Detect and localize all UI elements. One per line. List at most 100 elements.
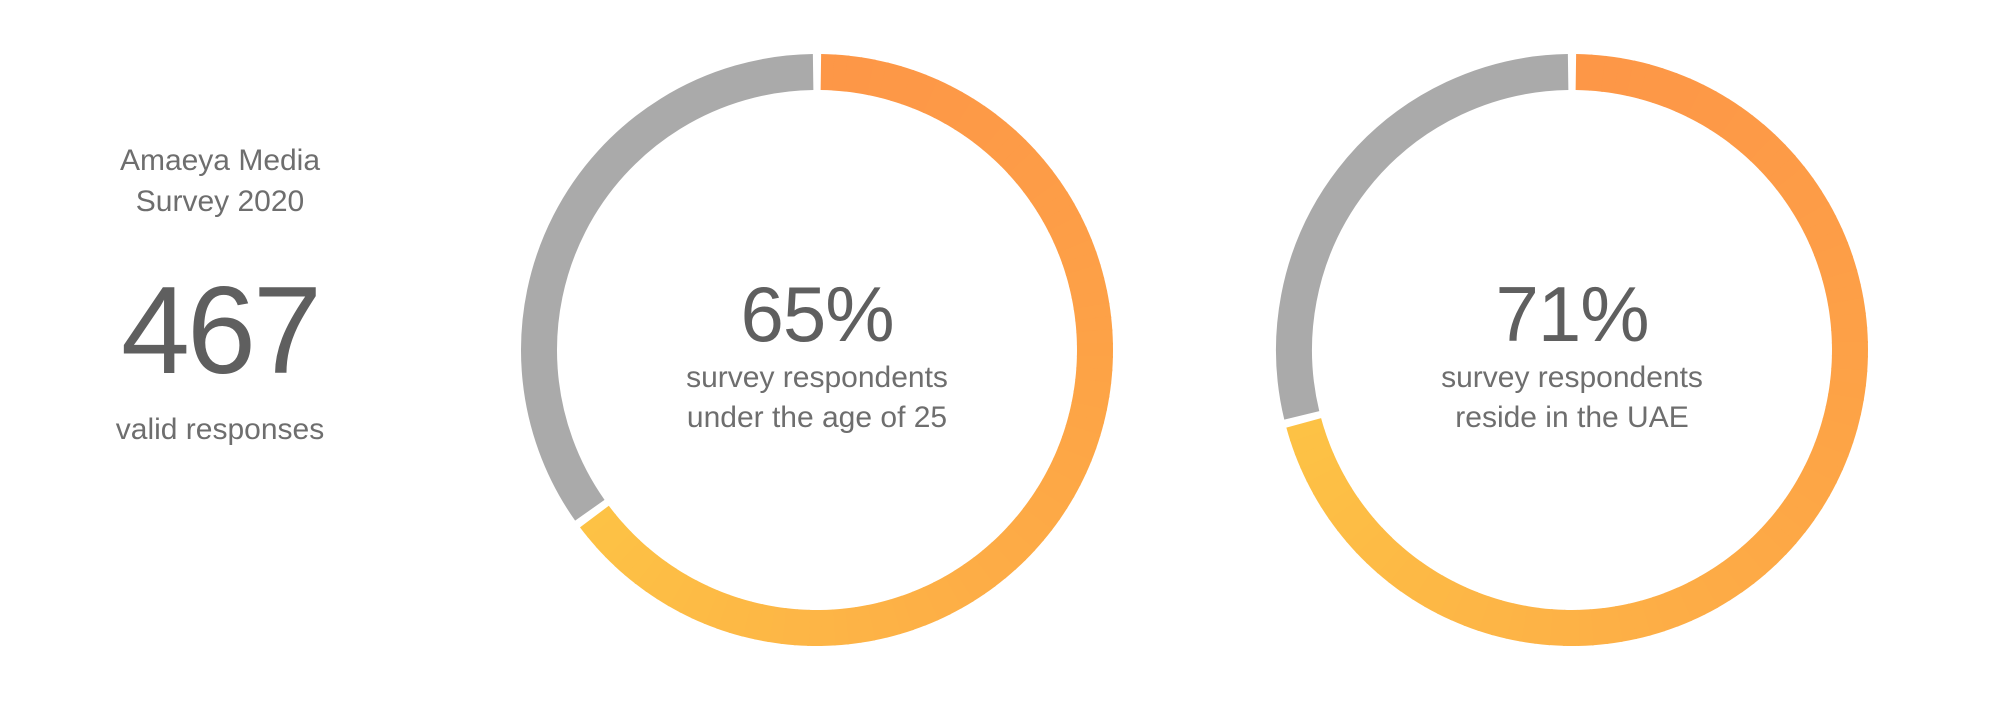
donut-slice-0-segment — [587, 513, 624, 548]
donut-slice-0-segment — [1015, 507, 1053, 542]
donut-slice-0-segment — [1731, 546, 1766, 585]
donut-slice-0-segment — [820, 54, 837, 91]
donut-slice-0-segment — [1047, 457, 1087, 486]
residence-donut-center: 71% survey respondents reside in the UAE — [1372, 272, 1772, 438]
donut-slice-0-segment — [1822, 269, 1861, 294]
donut-slice-0-segment — [831, 608, 849, 646]
donut-slice-0-segment — [1346, 517, 1384, 554]
donut-slice-0-segment — [1057, 435, 1097, 462]
donut-slice-0-segment — [1073, 378, 1112, 398]
donut-slice-0-segment — [1808, 228, 1849, 257]
donut-slice-0-segment — [691, 585, 719, 625]
donut-slice-0-segment — [981, 542, 1017, 579]
donut-slice-0-segment — [1007, 149, 1045, 184]
donut-slice-0-segment — [1411, 568, 1444, 608]
donut-slice-0-segment — [1698, 91, 1730, 131]
donut-slice-0-segment — [1071, 390, 1110, 411]
donut-slice-0-segment — [1490, 600, 1515, 639]
donut-slice-0-segment — [819, 609, 836, 646]
donut-slice-0-segment — [1730, 115, 1765, 153]
donut-slice-0-segment — [1818, 255, 1858, 281]
donut-slice-0-segment — [1740, 124, 1776, 162]
donut-slice-0-segment — [595, 522, 632, 558]
donut-slice-0-segment — [715, 594, 741, 633]
donut-slice-0-segment — [1829, 367, 1868, 387]
donut-slice-0-segment — [1313, 475, 1352, 508]
donut-slice-0-segment — [754, 604, 776, 643]
donut-slice-0-segment — [703, 590, 730, 629]
donut-slice-0-segment — [1638, 63, 1664, 103]
donut-slice-0-segment — [1065, 263, 1105, 288]
donut-slice-0-segment — [854, 604, 876, 643]
donut-slice-0-segment — [1075, 316, 1113, 334]
donut-slice-0-segment — [1652, 592, 1679, 632]
donut-slice-0-segment — [634, 554, 668, 593]
age-donut-value: 65% — [740, 270, 894, 358]
donut-slice-0-segment — [867, 59, 889, 98]
age-donut-svg — [521, 54, 1114, 647]
donut-slice-0-segment — [1449, 586, 1479, 627]
donut-slice-0-segment — [1062, 251, 1101, 277]
donut-slice-0-segment — [1699, 569, 1731, 609]
donut-slice-0-segment — [1803, 215, 1843, 245]
donut-slice-0-segment — [1048, 214, 1087, 244]
donut-slice-0-segment — [1797, 202, 1837, 234]
donut-slice-0-segment — [656, 568, 688, 607]
residence-donut-svg — [1276, 54, 1869, 647]
donut-slice-0-segment — [1719, 106, 1754, 145]
age-donut-caption: survey respondents under the age of 25 — [617, 358, 1017, 438]
donut-slice-0-segment — [973, 113, 1007, 151]
donut-slice-0-segment — [963, 105, 997, 144]
donut-slice-0-segment — [1831, 354, 1868, 373]
donut-slice-0 — [579, 54, 1114, 647]
donut-slice-0-segment — [1399, 561, 1433, 600]
donut-slice-0-segment — [889, 65, 915, 105]
donut-slice-0-segment — [1776, 498, 1815, 533]
donut-slice-0-segment — [1068, 401, 1108, 424]
donut-slice-0-segment — [1601, 55, 1622, 94]
donut-slice-0-segment — [1814, 430, 1854, 458]
donut-slice-0-segment — [1068, 276, 1108, 299]
response-count-label: valid responses — [115, 413, 325, 446]
donut-slice-0-segment — [1306, 464, 1346, 495]
donut-slice-0-segment — [1022, 498, 1061, 531]
donut-slice-0-segment — [943, 570, 974, 609]
age-donut-caption-line2: under the age of 25 — [686, 401, 948, 434]
donut-slice-0-segment — [1289, 428, 1330, 456]
donut-slice-0-segment — [991, 130, 1027, 167]
donut-slice-0-segment — [579, 505, 617, 538]
donut-slice-0-segment — [1790, 189, 1830, 222]
donut-slice-0-segment — [1029, 180, 1068, 213]
survey-title-line2: Survey 2020 — [135, 185, 305, 218]
donut-slice-0-segment — [855, 57, 876, 96]
donut-slice-0-segment — [1355, 527, 1393, 564]
donut-slice-0-segment — [1627, 600, 1652, 640]
donut-slice-0-segment — [878, 62, 902, 101]
donut-slice-0-segment — [624, 547, 659, 585]
donut-slice-0-segment — [1613, 57, 1636, 97]
donut-slice-0-segment — [889, 595, 914, 635]
donut-slice-0-segment — [1320, 486, 1359, 520]
donut-slice-0-segment — [793, 609, 811, 646]
age-donut-caption-line1: survey respondents — [686, 361, 948, 394]
donut-slice-0-segment — [990, 534, 1027, 570]
donut-slice-0-segment — [1809, 442, 1849, 471]
donut-slice-0-segment — [922, 79, 952, 119]
donut-slice-0-segment — [933, 85, 964, 124]
donut-slice-0-segment — [1061, 424, 1101, 450]
residence-donut-chart: 71% survey respondents reside in the UAE — [1252, 30, 1892, 670]
donut-slice-0-segment — [1749, 133, 1787, 171]
donut-slice-0-segment — [1300, 452, 1340, 483]
donut-slice-0-segment — [1015, 159, 1053, 193]
donut-slice-0-segment — [982, 121, 1017, 159]
donut-slice-0-segment — [1075, 366, 1113, 385]
donut-slice-0-segment — [1639, 596, 1666, 636]
donut-slice-0-segment — [1709, 98, 1742, 138]
donut-slice-0-segment — [1614, 603, 1638, 642]
donut-slice-0-segment — [1825, 283, 1864, 306]
donut-slice-0-segment — [1023, 169, 1061, 203]
donut-slice-0-segment — [1818, 418, 1858, 444]
donut-slice-0-segment — [1053, 446, 1092, 475]
response-count: 467 — [121, 262, 322, 400]
donut-slice-0-segment — [1071, 289, 1110, 311]
